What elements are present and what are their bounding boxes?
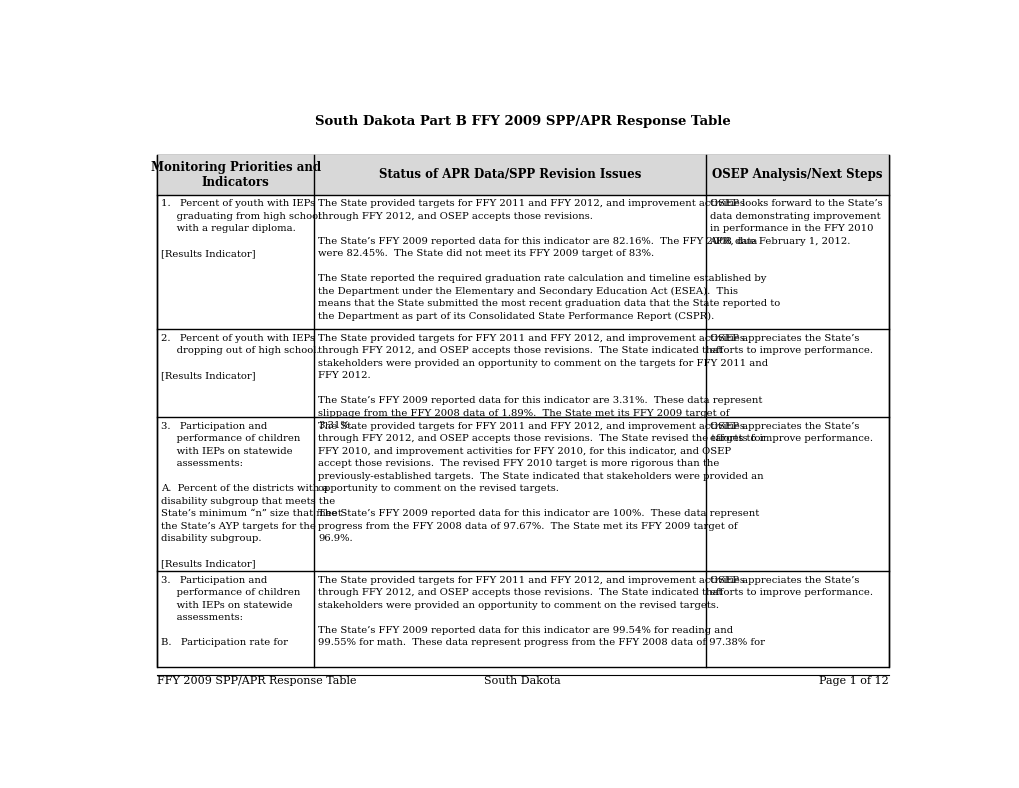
Text: South Dakota: South Dakota [484, 676, 560, 686]
Text: South Dakota Part B FFY 2009 SPP/APR Response Table: South Dakota Part B FFY 2009 SPP/APR Res… [315, 114, 730, 128]
Text: Page 1 of 12: Page 1 of 12 [818, 676, 888, 686]
Bar [157, 154, 888, 667]
Text: 3.   Participation and
     performance of children
     with IEPs on statewide
: 3. Participation and performance of chil… [161, 422, 341, 568]
Text: The State provided targets for FFY 2011 and FFY 2012, and improvement activities: The State provided targets for FFY 2011 … [318, 422, 764, 543]
Text: OSEP appreciates the State’s
efforts to improve performance.: OSEP appreciates the State’s efforts to … [709, 422, 871, 443]
Text: Monitoring Priorities and
Indicators: Monitoring Priorities and Indicators [151, 161, 320, 188]
Bar [157, 154, 314, 195]
Text: 2.   Percent of youth with IEPs
     dropping out of high school.

[Results Indi: 2. Percent of youth with IEPs dropping o… [161, 334, 319, 381]
Text: The State provided targets for FFY 2011 and FFY 2012, and improvement activities: The State provided targets for FFY 2011 … [318, 199, 780, 322]
Text: The State provided targets for FFY 2011 and FFY 2012, and improvement activities: The State provided targets for FFY 2011 … [318, 334, 767, 430]
Text: 3.   Participation and
     performance of children
     with IEPs on statewide
: 3. Participation and performance of chil… [161, 575, 300, 647]
Text: OSEP looks forward to the State’s
data demonstrating improvement
in performance : OSEP looks forward to the State’s data d… [709, 199, 881, 246]
Text: FFY 2009 SPP/APR Response Table: FFY 2009 SPP/APR Response Table [157, 676, 356, 686]
Text: The State provided targets for FFY 2011 and FFY 2012, and improvement activities: The State provided targets for FFY 2011 … [318, 575, 764, 647]
Text: OSEP Analysis/Next Steps: OSEP Analysis/Next Steps [711, 168, 881, 181]
Text: 1.   Percent of youth with IEPs
     graduating from high school
     with a reg: 1. Percent of youth with IEPs graduating… [161, 199, 321, 258]
Text: OSEP appreciates the State’s
efforts to improve performance.: OSEP appreciates the State’s efforts to … [709, 334, 871, 355]
Text: OSEP appreciates the State’s
efforts to improve performance.: OSEP appreciates the State’s efforts to … [709, 575, 871, 597]
Bar [314, 154, 705, 195]
Bar [705, 154, 888, 195]
Text: Status of APR Data/SPP Revision Issues: Status of APR Data/SPP Revision Issues [378, 168, 641, 181]
